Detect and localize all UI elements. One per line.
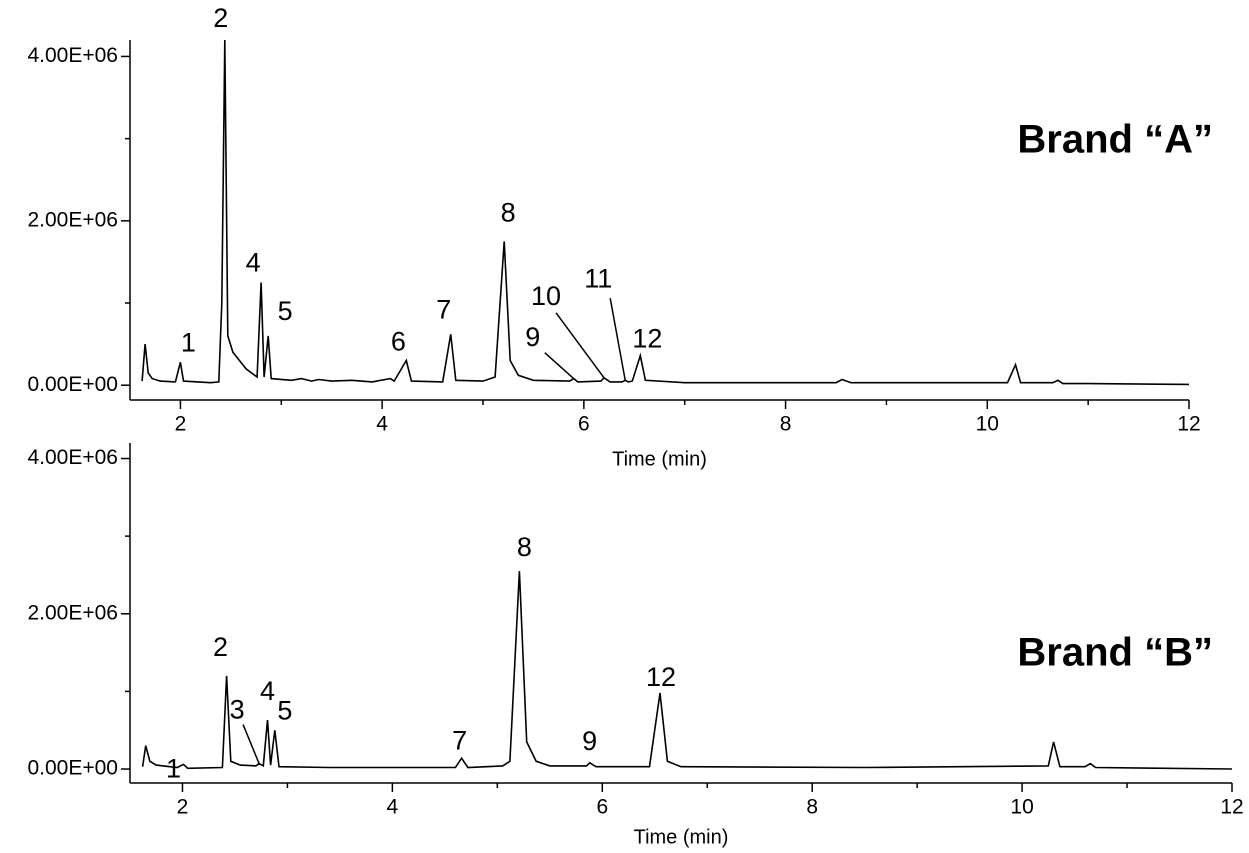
peak-label: 4 <box>260 676 275 706</box>
trace <box>141 39 1190 386</box>
y-tick-label: 2.00E+06 <box>27 208 118 231</box>
peak-leader <box>242 724 260 764</box>
y-tick-label: 0.00E+00 <box>27 373 118 396</box>
peak-label: 8 <box>517 532 532 562</box>
trace <box>141 571 1233 770</box>
x-tick-label: 10 <box>1010 796 1033 819</box>
peak-label: 10 <box>531 281 561 311</box>
x-tick-label: 2 <box>177 796 189 819</box>
x-tick-label: 12 <box>1177 413 1200 436</box>
peak-label: 11 <box>584 263 612 293</box>
peak-label: 9 <box>525 322 540 352</box>
x-axis-title: Time (min) <box>634 826 729 848</box>
peak-label: 1 <box>181 327 196 357</box>
y-tick-label: 4.00E+06 <box>27 446 118 469</box>
x-tick-label: 6 <box>596 796 608 819</box>
peak-label: 2 <box>213 632 228 662</box>
peak-leader <box>544 352 575 380</box>
x-tick-label: 4 <box>376 413 388 436</box>
peak-label: 5 <box>277 695 292 725</box>
peak-leader <box>555 312 605 379</box>
peak-label: 4 <box>246 248 261 278</box>
x-tick-label: 12 <box>1220 796 1243 819</box>
peak-label: 12 <box>646 662 676 692</box>
y-tick-label: 2.00E+06 <box>27 601 118 624</box>
peak-label: 7 <box>452 725 467 755</box>
panel-title: Brand “A” <box>1017 118 1213 162</box>
x-tick-label: 8 <box>780 413 792 436</box>
peak-label: 12 <box>632 324 662 354</box>
peak-label: 1 <box>166 753 181 783</box>
peak-label: 7 <box>436 294 451 324</box>
x-tick-label: 2 <box>175 413 187 436</box>
peak-label: 8 <box>501 197 516 227</box>
x-tick-label: 10 <box>976 413 999 436</box>
panel-title: Brand “B” <box>1017 631 1213 675</box>
x-tick-label: 8 <box>806 796 818 819</box>
x-tick-label: 6 <box>578 413 590 436</box>
y-tick-label: 4.00E+06 <box>27 44 118 67</box>
x-axis-title: Time (min) <box>612 448 707 470</box>
peak-label: 3 <box>230 695 245 725</box>
x-tick-label: 4 <box>387 796 399 819</box>
y-tick-label: 0.00E+00 <box>27 757 118 780</box>
peak-label: 9 <box>582 726 597 756</box>
peak-label: 2 <box>213 3 228 33</box>
peak-label: 5 <box>278 296 293 326</box>
peak-label: 6 <box>391 327 406 357</box>
peak-leader <box>609 298 626 381</box>
